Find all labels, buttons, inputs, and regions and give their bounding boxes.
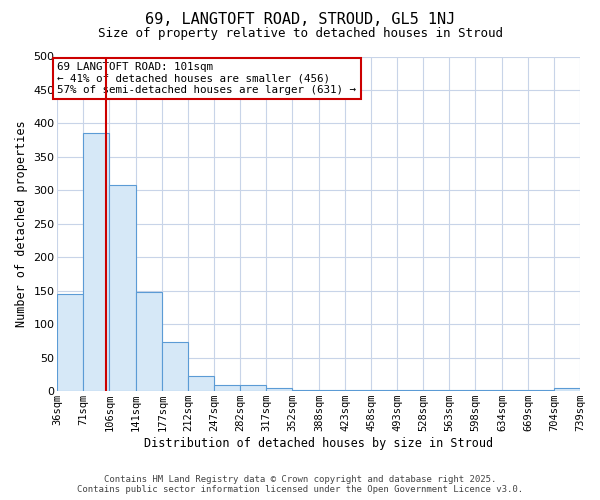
Bar: [475, 390, 502, 391]
Bar: [397, 390, 423, 391]
Text: Contains HM Land Registry data © Crown copyright and database right 2025.
Contai: Contains HM Land Registry data © Crown c…: [77, 474, 523, 494]
Bar: [214, 385, 241, 391]
Y-axis label: Number of detached properties: Number of detached properties: [15, 120, 28, 327]
Bar: [241, 385, 266, 391]
Bar: [292, 390, 319, 391]
Bar: [109, 185, 136, 391]
Bar: [502, 390, 528, 391]
Bar: [162, 342, 188, 391]
Bar: [554, 388, 580, 391]
Bar: [136, 292, 162, 391]
Bar: [188, 376, 214, 391]
Text: Size of property relative to detached houses in Stroud: Size of property relative to detached ho…: [97, 28, 503, 40]
Bar: [423, 390, 449, 391]
Bar: [266, 388, 292, 391]
Bar: [83, 134, 109, 391]
X-axis label: Distribution of detached houses by size in Stroud: Distribution of detached houses by size …: [144, 437, 493, 450]
Bar: [58, 294, 83, 391]
Text: 69 LANGTOFT ROAD: 101sqm
← 41% of detached houses are smaller (456)
57% of semi-: 69 LANGTOFT ROAD: 101sqm ← 41% of detach…: [58, 62, 356, 95]
Bar: [319, 390, 345, 391]
Bar: [449, 390, 475, 391]
Bar: [371, 390, 397, 391]
Bar: [528, 390, 554, 391]
Bar: [345, 390, 371, 391]
Text: 69, LANGTOFT ROAD, STROUD, GL5 1NJ: 69, LANGTOFT ROAD, STROUD, GL5 1NJ: [145, 12, 455, 28]
